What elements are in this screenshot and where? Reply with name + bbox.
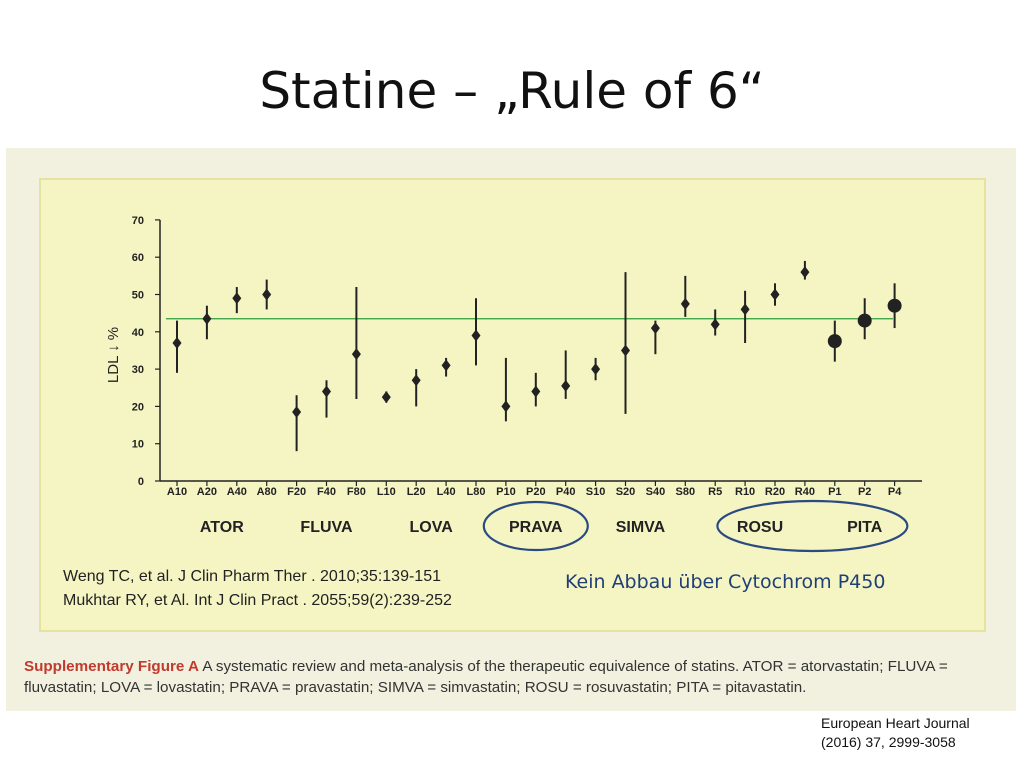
- x-tick-label-S20: S20: [616, 486, 636, 498]
- y-tick-label-70: 70: [132, 215, 144, 227]
- x-tick-label-F20: F20: [287, 486, 306, 498]
- x-tick-label-R10: R10: [735, 486, 755, 498]
- x-tick-label-P2: P2: [858, 486, 871, 498]
- y-tick-label-10: 10: [132, 439, 144, 451]
- highlight-circle-prava: [482, 500, 589, 552]
- x-tick-label-R5: R5: [708, 486, 722, 498]
- data-point-P20: [531, 385, 541, 398]
- y-tick-label-40: 40: [132, 327, 144, 339]
- y-axis-label: LDL ↓ %: [105, 327, 122, 383]
- group-label-simva: SIMVA: [616, 519, 666, 536]
- data-point-R10: [740, 303, 750, 316]
- x-tick-label-L40: L40: [437, 486, 456, 498]
- data-point-P40: [561, 379, 571, 392]
- figure-caption: Supplementary Figure A A systematic revi…: [24, 656, 1009, 698]
- data-point-R20: [770, 288, 780, 301]
- data-point-L20: [411, 374, 421, 387]
- y-tick-label-30: 30: [132, 364, 144, 376]
- x-tick-label-S10: S10: [586, 486, 606, 498]
- data-point-A40: [232, 292, 242, 305]
- data-point-P4: [887, 298, 902, 313]
- group-label-ator: ATOR: [200, 519, 244, 536]
- cytochrome-note: Kein Abbau über Cytochrom P450: [565, 571, 886, 593]
- group-label-pita: PITA: [847, 519, 883, 536]
- data-point-P10: [501, 400, 511, 413]
- y-tick-label-0: 0: [138, 476, 144, 488]
- data-point-L40: [441, 359, 451, 372]
- x-tick-label-P20: P20: [526, 486, 546, 498]
- data-point-P2: [857, 313, 872, 328]
- source-volume: (2016) 37, 2999-3058: [821, 734, 956, 750]
- group-label-rosu: ROSU: [737, 519, 783, 536]
- data-point-L80: [471, 329, 481, 342]
- slide-title: Statine – „Rule of 6“: [259, 62, 765, 120]
- source-journal: European Heart Journal: [821, 715, 970, 731]
- data-point-F20: [292, 405, 302, 418]
- x-tick-label-L10: L10: [377, 486, 396, 498]
- x-tick-label-F40: F40: [317, 486, 336, 498]
- x-tick-label-A10: A10: [167, 486, 187, 498]
- data-point-A10: [172, 336, 182, 349]
- x-tick-label-R20: R20: [765, 486, 785, 498]
- caption-text: A systematic review and meta-analysis of…: [24, 658, 948, 696]
- data-point-S20: [621, 344, 630, 357]
- x-tick-label-P40: P40: [556, 486, 576, 498]
- data-point-R5: [710, 318, 720, 331]
- data-point-S10: [591, 363, 601, 376]
- data-point-F80: [351, 348, 361, 361]
- data-point-L10: [381, 391, 391, 404]
- data-point-F40: [322, 385, 331, 398]
- x-tick-label-P4: P4: [888, 486, 902, 498]
- x-tick-label-S40: S40: [646, 486, 666, 498]
- data-point-A80: [262, 288, 272, 301]
- group-label-lova: LOVA: [410, 519, 454, 536]
- highlight-circle-rosu-pita: [716, 499, 909, 553]
- data-point-S80: [680, 297, 690, 310]
- x-tick-label-R40: R40: [795, 486, 815, 498]
- chart-area: [39, 178, 986, 632]
- reference-mukhtar: Mukhtar RY, et Al. Int J Clin Pract . 20…: [63, 592, 452, 609]
- x-tick-label-L80: L80: [467, 486, 486, 498]
- y-tick-label-50: 50: [132, 290, 144, 302]
- x-tick-label-F80: F80: [347, 486, 366, 498]
- x-tick-label-P10: P10: [496, 486, 516, 498]
- data-point-P1: [827, 334, 842, 349]
- group-label-fluva: FLUVA: [300, 519, 353, 536]
- caption-title: Supplementary Figure A: [24, 658, 199, 675]
- x-tick-label-P1: P1: [828, 486, 841, 498]
- x-tick-label-A20: A20: [197, 486, 217, 498]
- reference-weng: Weng TC, et al. J Clin Pharm Ther . 2010…: [63, 568, 441, 585]
- x-tick-label-L20: L20: [407, 486, 426, 498]
- data-point-R40: [800, 266, 810, 279]
- data-point-S40: [650, 322, 660, 335]
- data-point-A20: [202, 312, 212, 325]
- source-citation: European Heart Journal (2016) 37, 2999-3…: [821, 714, 970, 752]
- y-tick-label-20: 20: [132, 401, 144, 413]
- group-label-prava: PRAVA: [509, 519, 563, 536]
- x-tick-label-S80: S80: [676, 486, 696, 498]
- x-tick-label-A80: A80: [257, 486, 277, 498]
- y-tick-label-60: 60: [132, 252, 144, 264]
- x-tick-label-A40: A40: [227, 486, 247, 498]
